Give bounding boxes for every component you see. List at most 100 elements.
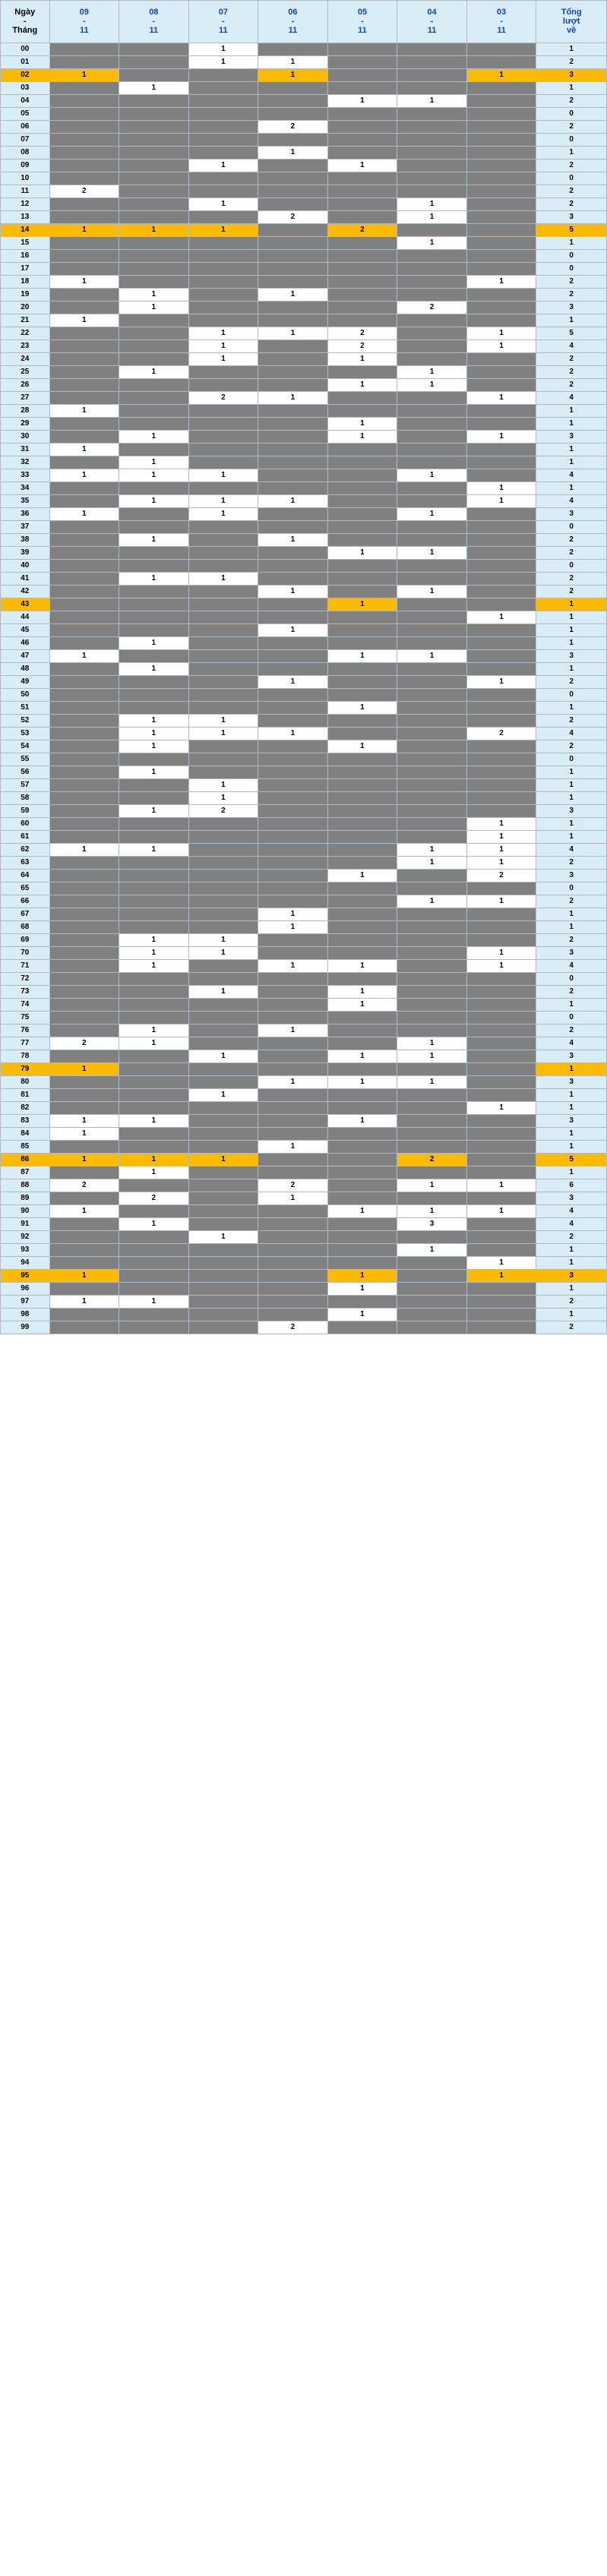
row-label-35[interactable]: 35 xyxy=(0,494,50,508)
table-row[interactable]: 77 2 1 1 4 xyxy=(0,1037,607,1050)
table-row[interactable]: 44 1 1 xyxy=(0,611,607,624)
row-label-01[interactable]: 01 xyxy=(0,55,50,69)
row-label-83[interactable]: 83 xyxy=(0,1114,50,1128)
row-label-44[interactable]: 44 xyxy=(0,611,50,624)
row-label-05[interactable]: 05 xyxy=(0,107,50,121)
row-label-53[interactable]: 53 xyxy=(0,727,50,740)
row-label-45[interactable]: 45 xyxy=(0,623,50,637)
table-row[interactable]: 31 1 1 xyxy=(0,443,607,456)
table-row[interactable]: 84 1 1 xyxy=(0,1127,607,1141)
row-label-00[interactable]: 00 xyxy=(0,43,50,56)
row-label-81[interactable]: 81 xyxy=(0,1088,50,1102)
table-row[interactable]: 88 2 2 1 1 6 xyxy=(0,1179,607,1192)
table-row[interactable]: 46 1 1 xyxy=(0,636,607,650)
table-row[interactable]: 43 1 1 xyxy=(0,598,607,611)
row-label-13[interactable]: 13 xyxy=(0,210,50,224)
table-row[interactable]: 25 1 1 2 xyxy=(0,365,607,379)
row-label-69[interactable]: 69 xyxy=(0,933,50,947)
row-label-04[interactable]: 04 xyxy=(0,94,50,108)
table-row[interactable]: 66 1 1 2 xyxy=(0,895,607,908)
row-label-37[interactable]: 37 xyxy=(0,520,50,534)
header-date-04-11[interactable]: 04-11 xyxy=(397,0,467,43)
row-label-97[interactable]: 97 xyxy=(0,1295,50,1309)
table-row[interactable]: 35 1 1 1 1 4 xyxy=(0,494,607,508)
row-label-15[interactable]: 15 xyxy=(0,236,50,250)
row-label-50[interactable]: 50 xyxy=(0,688,50,702)
row-label-89[interactable]: 89 xyxy=(0,1192,50,1205)
row-label-76[interactable]: 76 xyxy=(0,1024,50,1037)
table-row[interactable]: 18 1 1 2 xyxy=(0,275,607,289)
table-row[interactable]: 34 1 1 xyxy=(0,481,607,495)
row-label-19[interactable]: 19 xyxy=(0,288,50,301)
table-row[interactable]: 69 1 1 2 xyxy=(0,933,607,947)
row-label-51[interactable]: 51 xyxy=(0,701,50,715)
header-date-03-11[interactable]: 03-11 xyxy=(466,0,537,43)
table-row[interactable]: 71 1 1 1 1 4 xyxy=(0,959,607,973)
row-label-43[interactable]: 43 xyxy=(0,598,50,611)
row-label-49[interactable]: 49 xyxy=(0,675,50,689)
table-row[interactable]: 91 1 3 4 xyxy=(0,1217,607,1231)
table-row[interactable]: 83 1 1 1 3 xyxy=(0,1114,607,1128)
table-row[interactable]: 93 1 1 xyxy=(0,1243,607,1257)
row-label-93[interactable]: 93 xyxy=(0,1243,50,1257)
table-row[interactable]: 00 1 1 xyxy=(0,43,607,56)
row-label-11[interactable]: 11 xyxy=(0,185,50,198)
row-label-38[interactable]: 38 xyxy=(0,533,50,547)
row-label-59[interactable]: 59 xyxy=(0,804,50,818)
table-row[interactable]: 86 1 1 1 2 5 xyxy=(0,1153,607,1166)
table-row[interactable]: 32 1 1 xyxy=(0,456,607,469)
row-label-14[interactable]: 14 xyxy=(0,223,50,237)
row-label-58[interactable]: 58 xyxy=(0,791,50,805)
header-date-06-11[interactable]: 06-11 xyxy=(258,0,328,43)
table-row[interactable]: 92 1 2 xyxy=(0,1230,607,1244)
table-row[interactable]: 04 1 1 2 xyxy=(0,94,607,108)
row-label-06[interactable]: 06 xyxy=(0,120,50,134)
table-row[interactable]: 23 1 2 1 4 xyxy=(0,339,607,353)
table-row[interactable]: 01 1 1 2 xyxy=(0,55,607,69)
row-label-24[interactable]: 24 xyxy=(0,352,50,366)
row-label-56[interactable]: 56 xyxy=(0,766,50,779)
table-row[interactable]: 76 1 1 2 xyxy=(0,1024,607,1037)
row-label-86[interactable]: 86 xyxy=(0,1153,50,1166)
row-label-66[interactable]: 66 xyxy=(0,895,50,908)
row-label-94[interactable]: 94 xyxy=(0,1256,50,1270)
row-label-74[interactable]: 74 xyxy=(0,998,50,1012)
row-label-09[interactable]: 09 xyxy=(0,159,50,172)
table-row[interactable]: 85 1 1 xyxy=(0,1140,607,1154)
table-row[interactable]: 27 2 1 1 4 xyxy=(0,391,607,405)
row-label-29[interactable]: 29 xyxy=(0,417,50,431)
row-label-98[interactable]: 98 xyxy=(0,1308,50,1321)
row-label-16[interactable]: 16 xyxy=(0,249,50,263)
row-label-54[interactable]: 54 xyxy=(0,740,50,753)
table-row[interactable]: 17 0 xyxy=(0,262,607,276)
table-row[interactable]: 37 0 xyxy=(0,520,607,534)
row-label-61[interactable]: 61 xyxy=(0,830,50,844)
table-row[interactable]: 99 2 2 xyxy=(0,1321,607,1334)
row-label-96[interactable]: 96 xyxy=(0,1282,50,1296)
table-row[interactable]: 36 1 1 1 3 xyxy=(0,507,607,521)
table-row[interactable]: 21 1 1 xyxy=(0,314,607,327)
table-row[interactable]: 45 1 1 xyxy=(0,623,607,637)
row-label-39[interactable]: 39 xyxy=(0,546,50,560)
table-row[interactable]: 02 1 1 1 3 xyxy=(0,68,607,82)
table-row[interactable]: 30 1 1 1 3 xyxy=(0,430,607,444)
table-row[interactable]: 79 1 1 xyxy=(0,1062,607,1076)
table-row[interactable]: 56 1 1 xyxy=(0,766,607,779)
table-row[interactable]: 10 0 xyxy=(0,172,607,185)
row-label-36[interactable]: 36 xyxy=(0,507,50,521)
table-row[interactable]: 63 1 1 2 xyxy=(0,856,607,870)
table-row[interactable]: 65 0 xyxy=(0,882,607,895)
row-label-73[interactable]: 73 xyxy=(0,985,50,999)
row-label-27[interactable]: 27 xyxy=(0,391,50,405)
row-label-70[interactable]: 70 xyxy=(0,946,50,960)
row-label-33[interactable]: 33 xyxy=(0,469,50,482)
table-row[interactable]: 33 1 1 1 1 4 xyxy=(0,469,607,482)
row-label-90[interactable]: 90 xyxy=(0,1204,50,1218)
table-row[interactable]: 73 1 1 2 xyxy=(0,985,607,999)
table-row[interactable]: 58 1 1 xyxy=(0,791,607,805)
table-row[interactable]: 49 1 1 2 xyxy=(0,675,607,689)
table-row[interactable]: 59 1 2 3 xyxy=(0,804,607,818)
table-row[interactable]: 29 1 1 xyxy=(0,417,607,431)
table-row[interactable]: 50 0 xyxy=(0,688,607,702)
table-row[interactable]: 42 1 1 2 xyxy=(0,585,607,598)
